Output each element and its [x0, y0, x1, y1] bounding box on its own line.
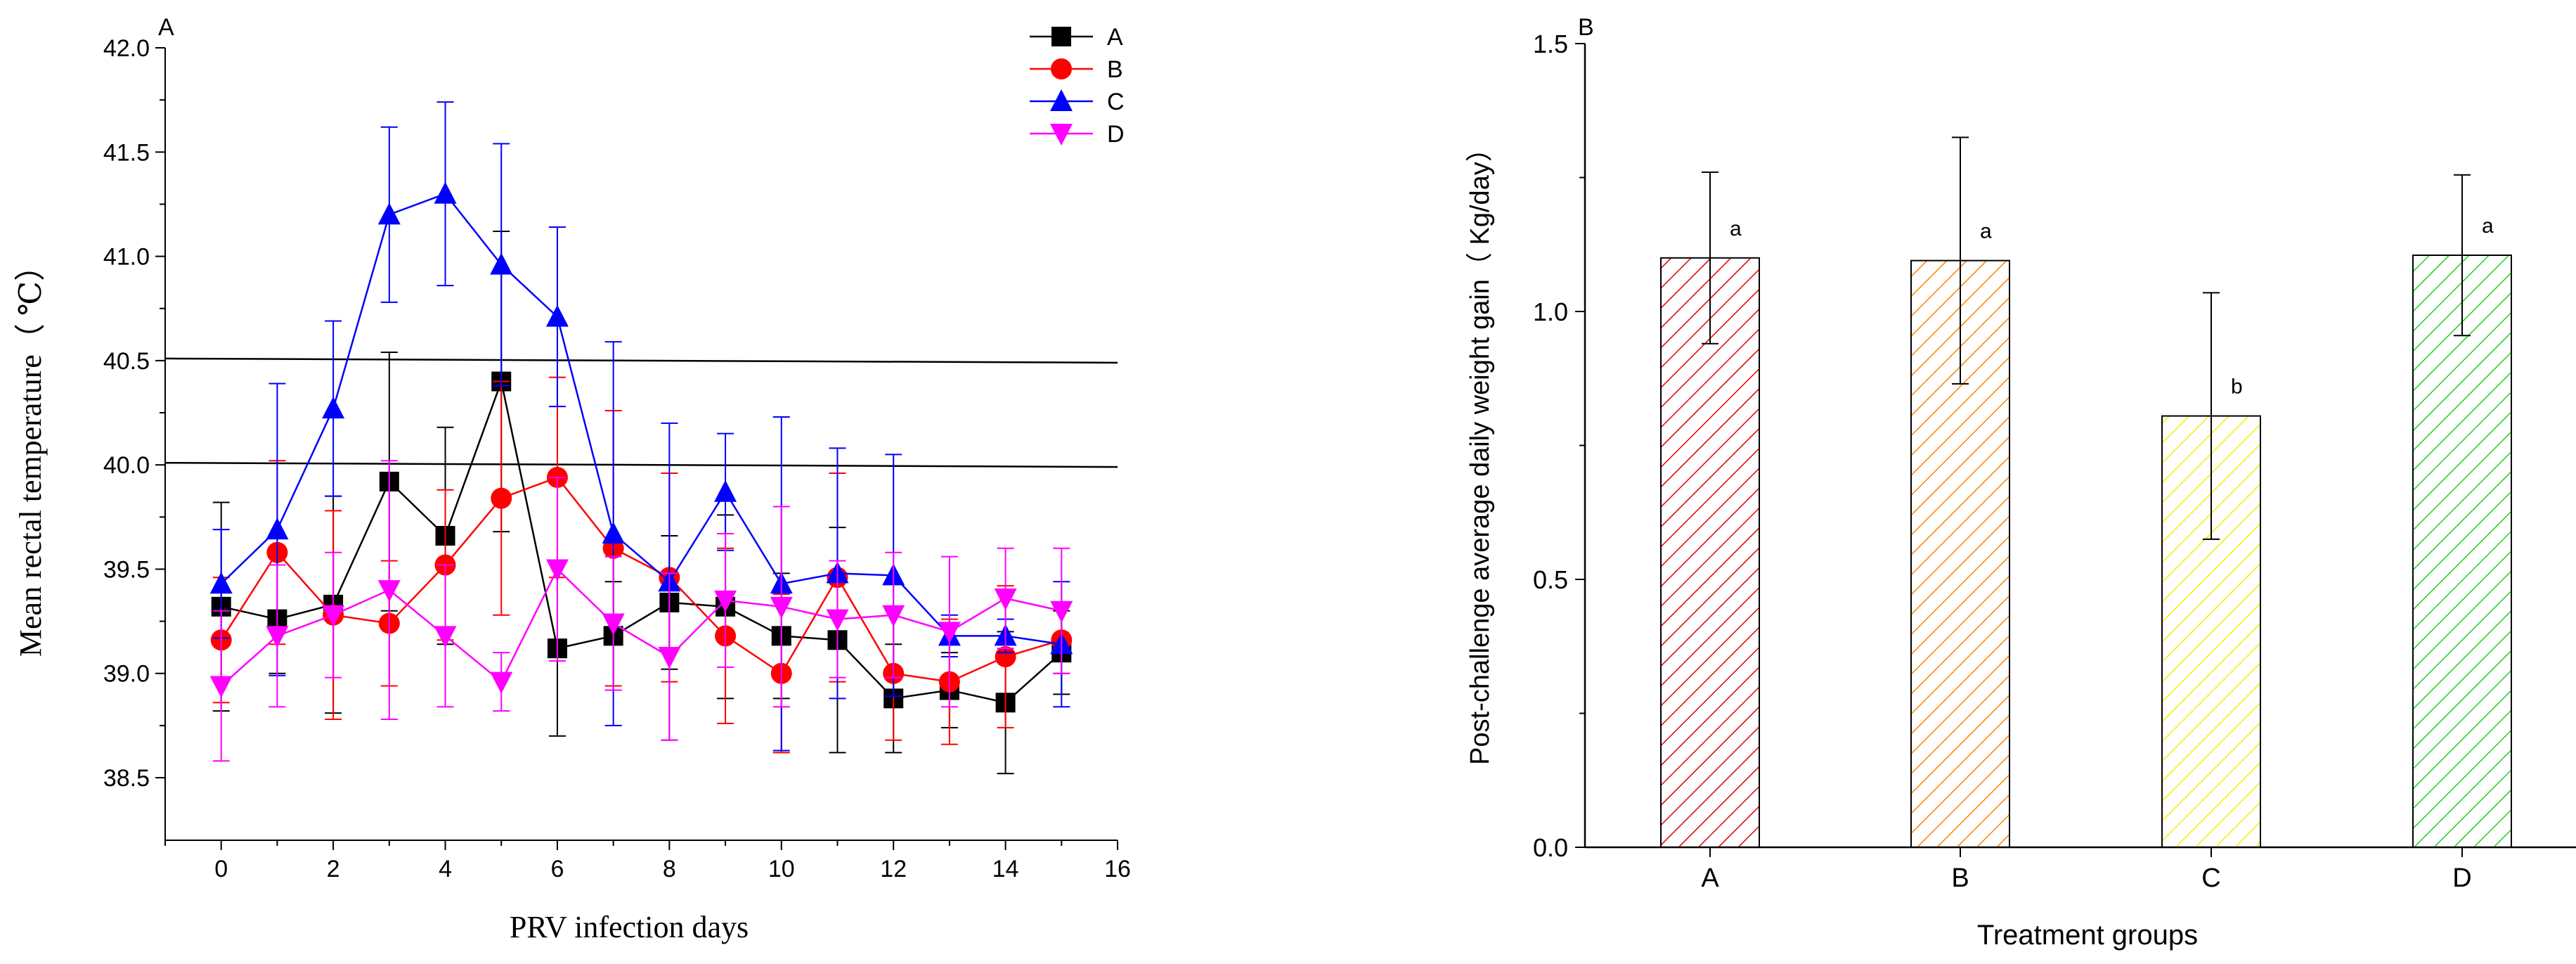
panel-b-xlabel: Treatment groups	[1977, 920, 2198, 951]
data-point	[209, 572, 233, 594]
category-label: D	[2452, 863, 2471, 893]
panel-b-ylabel: Post-challenge average daily weight gain…	[1465, 135, 1495, 765]
panel-b-ytick-label: 1.0	[1533, 297, 1568, 326]
data-point	[490, 671, 513, 694]
panel-a-ytick-label: 40.5	[103, 348, 150, 375]
panel-a-ylabel: Mean rectal temperature（ ℃）	[13, 250, 48, 657]
panel-a-xtick-label: 16	[1104, 856, 1131, 882]
panel-a-xtick-label: 4	[439, 856, 452, 882]
data-point	[377, 203, 401, 225]
data-point	[714, 590, 737, 612]
bar	[1660, 257, 1760, 848]
panel-a-reference-line	[164, 461, 1118, 468]
data-point	[209, 676, 233, 698]
panel-a-label: A	[158, 14, 174, 41]
legend-label: D	[1107, 121, 1125, 148]
panel-a-xtick-label: 6	[550, 856, 564, 882]
series-c	[209, 101, 1073, 752]
data-point	[322, 605, 345, 627]
legend-marker	[1050, 124, 1073, 146]
data-point	[882, 605, 905, 627]
data-point	[1050, 600, 1073, 623]
panel-b-ytick-label: 0.0	[1533, 833, 1568, 862]
category-label: C	[2201, 863, 2220, 893]
panel-a-line-chart: 38.5 39.0 39.5 40.0 40.5 41.0 41.5 42.0 0 2 4 6 8 10 1…	[103, 24, 1131, 882]
data-point	[266, 626, 289, 648]
panel-a-reference-line	[164, 357, 1118, 364]
panel-b-bar-chart: 0.0 0.5 1.0 1.5 a Aa Bb Ca D	[1533, 30, 2576, 893]
category-label: B	[1951, 863, 1969, 893]
panel-a-xlabel: PRV infection days	[510, 910, 749, 944]
data-point	[658, 647, 681, 669]
panel-a-xtick-label: 2	[327, 856, 340, 882]
data-point	[490, 252, 513, 275]
legend-marker	[1050, 89, 1073, 111]
panel-a-xtick-label: 0	[214, 856, 228, 882]
legend-label: B	[1107, 56, 1123, 83]
series-a	[211, 230, 1072, 775]
bar-group-d: a	[2412, 174, 2512, 848]
panel-a-ytick-label: 39.5	[103, 556, 150, 583]
data-point	[491, 487, 512, 509]
panel-a-ytick-label: 38.5	[103, 765, 150, 792]
legend-marker	[1051, 27, 1071, 46]
data-point	[545, 304, 569, 327]
bar-group-a: a	[1660, 171, 1760, 848]
series-d	[209, 460, 1073, 762]
data-point	[322, 397, 345, 419]
series-line	[221, 378, 1063, 704]
significance-label: b	[2231, 375, 2243, 399]
panel-a-ytick-label: 40.0	[103, 452, 150, 479]
panel-b-ytick-label: 0.5	[1533, 565, 1568, 594]
bar	[1910, 259, 2010, 848]
panel-a-ytick-label: 42.0	[103, 35, 150, 62]
data-point	[545, 559, 569, 581]
significance-label: a	[1980, 220, 1992, 243]
bar-group-c: b	[2161, 292, 2261, 848]
legend-marker	[1051, 58, 1072, 79]
data-point	[770, 596, 793, 619]
panel-b-ytick-label: 1.5	[1533, 30, 1568, 58]
panel-a-xtick-label: 14	[992, 856, 1019, 882]
data-point	[434, 181, 457, 204]
panel-a-ytick-label: 41.0	[103, 244, 150, 271]
significance-label: a	[2482, 214, 2494, 238]
series-line	[220, 476, 1062, 683]
data-point	[826, 609, 849, 631]
data-point	[602, 522, 625, 544]
legend-label: C	[1107, 89, 1125, 115]
panel-a-xtick-label: 8	[663, 856, 676, 882]
data-point	[995, 646, 1016, 668]
series-line	[220, 567, 1062, 687]
panel-b-label: B	[1578, 14, 1594, 41]
bar	[2412, 254, 2512, 848]
panel-a-ytick-label: 39.0	[103, 661, 150, 688]
panel-a-xtick-label: 12	[880, 856, 907, 882]
data-point	[266, 518, 289, 540]
series-line	[220, 193, 1062, 645]
data-point	[938, 622, 961, 644]
data-point	[377, 580, 401, 603]
legend-label: A	[1107, 24, 1123, 51]
data-point	[434, 626, 457, 648]
data-point	[714, 480, 737, 502]
panel-a-ytick-label: 41.5	[103, 139, 150, 166]
category-label: A	[1701, 863, 1719, 893]
data-point	[602, 613, 625, 636]
panel-a-xtick-label: 10	[768, 856, 795, 882]
significance-label: a	[1730, 217, 1742, 240]
bar-group-b: a	[1910, 136, 2010, 848]
data-point	[994, 588, 1017, 610]
